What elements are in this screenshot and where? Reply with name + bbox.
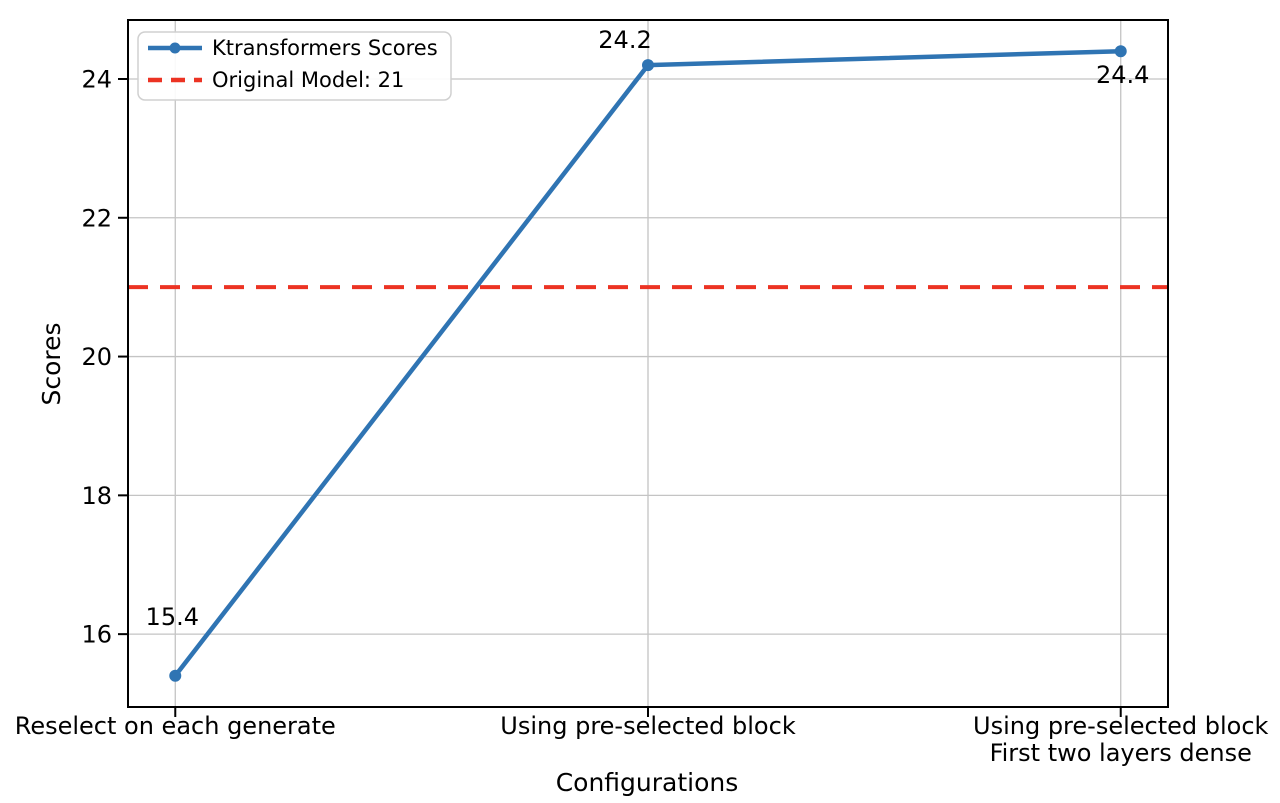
legend-box xyxy=(137,31,452,101)
y-tick-label: 18 xyxy=(81,482,112,510)
data-point-marker xyxy=(642,59,654,72)
legend-series-marker-icon xyxy=(169,42,181,54)
x-tick-label: Reselect on each generate xyxy=(15,712,336,740)
x-axis-label: Configurations xyxy=(556,768,739,797)
x-tick-label: Using pre-selected block First two layers… xyxy=(973,712,1269,767)
annotation-layer: 15.4 24.2 24.4 xyxy=(146,26,1150,631)
point-value-label: 24.2 xyxy=(598,26,651,54)
y-tick-label: 20 xyxy=(81,343,112,371)
data-point-marker xyxy=(169,669,182,682)
y-tick-label: 24 xyxy=(81,65,112,93)
x-tick-label: Using pre-selected block xyxy=(500,712,796,740)
legend: Ktransformers Scores Original Model: 21 xyxy=(137,31,452,101)
data-point-marker xyxy=(1114,45,1127,58)
point-value-label: 24.4 xyxy=(1096,61,1149,89)
legend-series-label: Ktransformers Scores xyxy=(212,36,438,60)
series-layer xyxy=(169,45,1127,682)
y-tick-label: 22 xyxy=(81,204,112,232)
y-axis-label: Scores xyxy=(37,322,66,405)
point-value-label: 15.4 xyxy=(146,603,199,631)
y-tick-label: 16 xyxy=(81,621,112,649)
tick-layer: 16 18 20 22 24 Reselect on each generate Using… xyxy=(15,65,1269,767)
legend-reference-label: Original Model: 21 xyxy=(212,68,404,92)
